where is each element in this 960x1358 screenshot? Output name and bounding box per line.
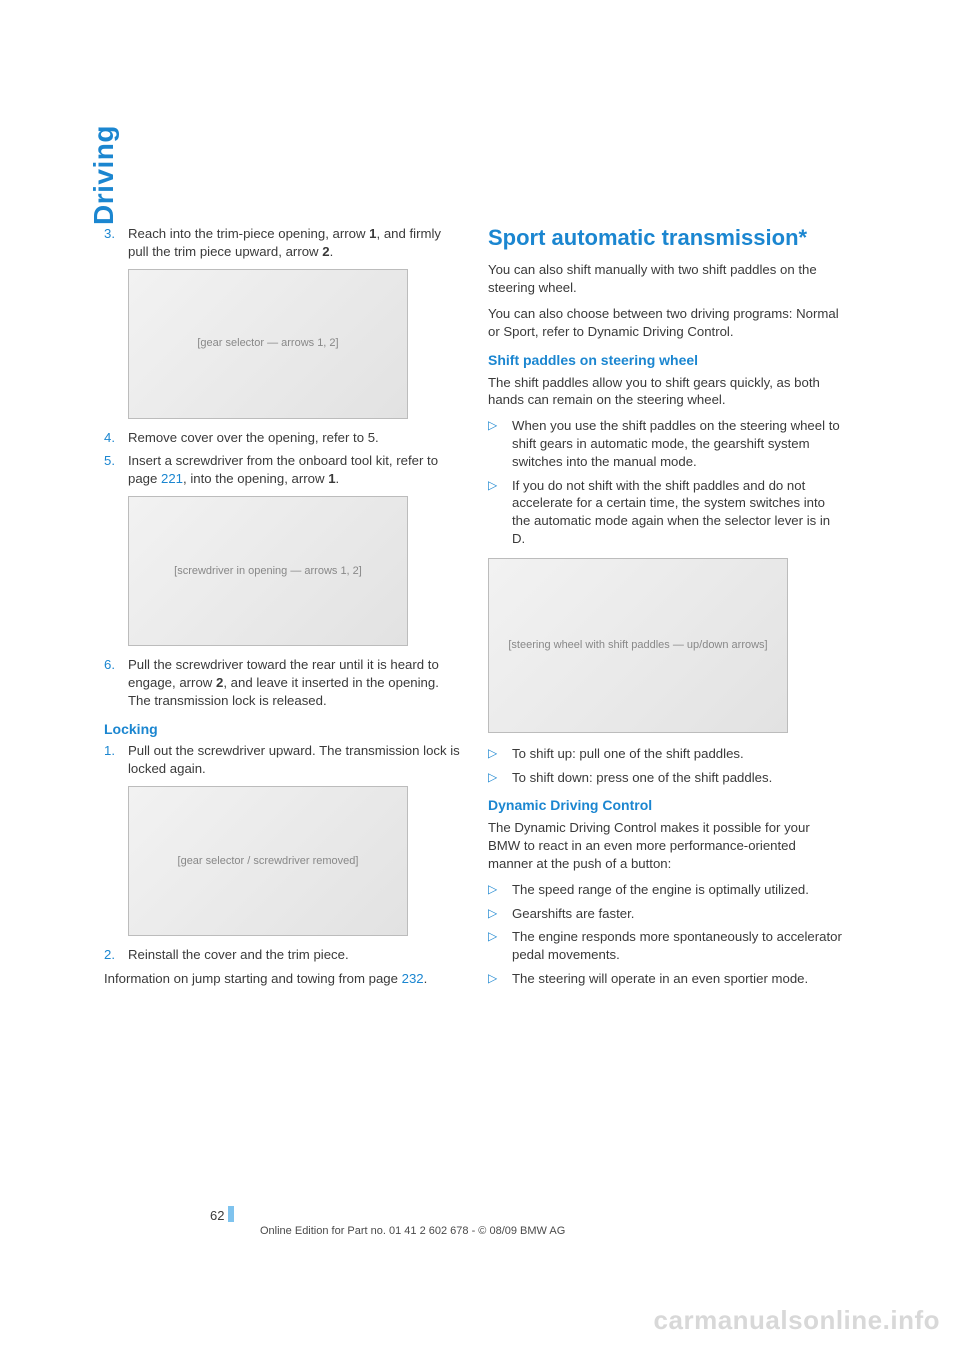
bullet-text: To shift down: press one of the shift pa… — [512, 769, 772, 787]
paragraph: The shift paddles allow you to shift gea… — [488, 374, 844, 410]
step-number: 5. — [104, 452, 128, 488]
page-content: 3. Reach into the trim-piece opening, ar… — [104, 225, 844, 996]
text: Reach into the trim-piece opening, arrow — [128, 226, 369, 241]
shift-paddles-heading: Shift paddles on steering wheel — [488, 351, 844, 370]
triangle-icon: ▷ — [488, 881, 512, 899]
locking-step-1: 1. Pull out the screwdriver upward. The … — [104, 742, 460, 778]
left-column: 3. Reach into the trim-piece opening, ar… — [104, 225, 460, 996]
bullet: ▷ Gearshifts are faster. — [488, 905, 844, 923]
bullet-text: The speed range of the engine is optimal… — [512, 881, 809, 899]
locking-step-2: 2. Reinstall the cover and the trim piec… — [104, 946, 460, 964]
bullet-text: When you use the shift paddles on the st… — [512, 417, 844, 470]
step-text: Pull out the screwdriver upward. The tra… — [128, 742, 460, 778]
step-number: 3. — [104, 225, 128, 261]
bullet: ▷ The speed range of the engine is optim… — [488, 881, 844, 899]
bullet-text: Gearshifts are faster. — [512, 905, 634, 923]
text: . — [336, 471, 340, 486]
bullet: ▷ The steering will operate in an even s… — [488, 970, 844, 988]
figure-steering-wheel-paddles: [steering wheel with shift paddles — up/… — [488, 558, 788, 733]
text: Information on jump starting and towing … — [104, 971, 402, 986]
text: . — [424, 971, 428, 986]
right-column: Sport automatic transmission* You can al… — [488, 225, 844, 996]
locking-heading: Locking — [104, 720, 460, 739]
step-number: 4. — [104, 429, 128, 447]
paragraph: The Dynamic Driving Control makes it pos… — [488, 819, 844, 872]
bold-ref: 1 — [369, 226, 376, 241]
page-link-232[interactable]: 232 — [402, 971, 424, 986]
text: . — [330, 244, 334, 259]
section-tab: Driving — [88, 125, 120, 225]
text: , into the opening, arrow — [183, 471, 328, 486]
triangle-icon: ▷ — [488, 769, 512, 787]
figure-screwdriver-insert: [screwdriver in opening — arrows 1, 2] — [128, 496, 408, 646]
paragraph: You can also choose between two driving … — [488, 305, 844, 341]
page-number-bar — [228, 1206, 234, 1222]
sport-auto-heading: Sport automatic transmission* — [488, 225, 844, 251]
bold-ref: 2 — [322, 244, 329, 259]
triangle-icon: ▷ — [488, 417, 512, 470]
step-text: Insert a screwdriver from the onboard to… — [128, 452, 460, 488]
page-number: 62 — [210, 1208, 224, 1223]
bullet: ▷ The engine responds more spontaneously… — [488, 928, 844, 964]
step-number: 6. — [104, 656, 128, 709]
step-text: Remove cover over the opening, refer to … — [128, 429, 379, 447]
step-text: Pull the screwdriver toward the rear unt… — [128, 656, 460, 709]
step-number: 1. — [104, 742, 128, 778]
triangle-icon: ▷ — [488, 477, 512, 548]
step-text: Reach into the trim-piece opening, arrow… — [128, 225, 460, 261]
figure-screwdriver-remove: [gear selector / screwdriver removed] — [128, 786, 408, 936]
triangle-icon: ▷ — [488, 745, 512, 763]
paragraph: You can also shift manually with two shi… — [488, 261, 844, 297]
bullet: ▷ If you do not shift with the shift pad… — [488, 477, 844, 548]
step-5: 5. Insert a screwdriver from the onboard… — [104, 452, 460, 488]
ddc-heading: Dynamic Driving Control — [488, 796, 844, 815]
bold-ref: 1 — [328, 471, 335, 486]
watermark: carmanualsonline.info — [654, 1305, 940, 1336]
figure-trim-piece: [gear selector — arrows 1, 2] — [128, 269, 408, 419]
bullet-text: The engine responds more spontaneously t… — [512, 928, 844, 964]
step-3: 3. Reach into the trim-piece opening, ar… — [104, 225, 460, 261]
page-link-221[interactable]: 221 — [161, 471, 183, 486]
step-text: Reinstall the cover and the trim piece. — [128, 946, 349, 964]
triangle-icon: ▷ — [488, 905, 512, 923]
triangle-icon: ▷ — [488, 928, 512, 964]
step-number: 2. — [104, 946, 128, 964]
bullet-text: The steering will operate in an even spo… — [512, 970, 808, 988]
footer-text: Online Edition for Part no. 01 41 2 602 … — [260, 1225, 565, 1237]
bullet: ▷ To shift up: pull one of the shift pad… — [488, 745, 844, 763]
triangle-icon: ▷ — [488, 970, 512, 988]
bullet: ▷ To shift down: press one of the shift … — [488, 769, 844, 787]
bullet-text: If you do not shift with the shift paddl… — [512, 477, 844, 548]
step-6: 6. Pull the screwdriver toward the rear … — [104, 656, 460, 709]
bullet-text: To shift up: pull one of the shift paddl… — [512, 745, 744, 763]
bullet: ▷ When you use the shift paddles on the … — [488, 417, 844, 470]
step-4: 4. Remove cover over the opening, refer … — [104, 429, 460, 447]
jump-start-note: Information on jump starting and towing … — [104, 970, 460, 988]
